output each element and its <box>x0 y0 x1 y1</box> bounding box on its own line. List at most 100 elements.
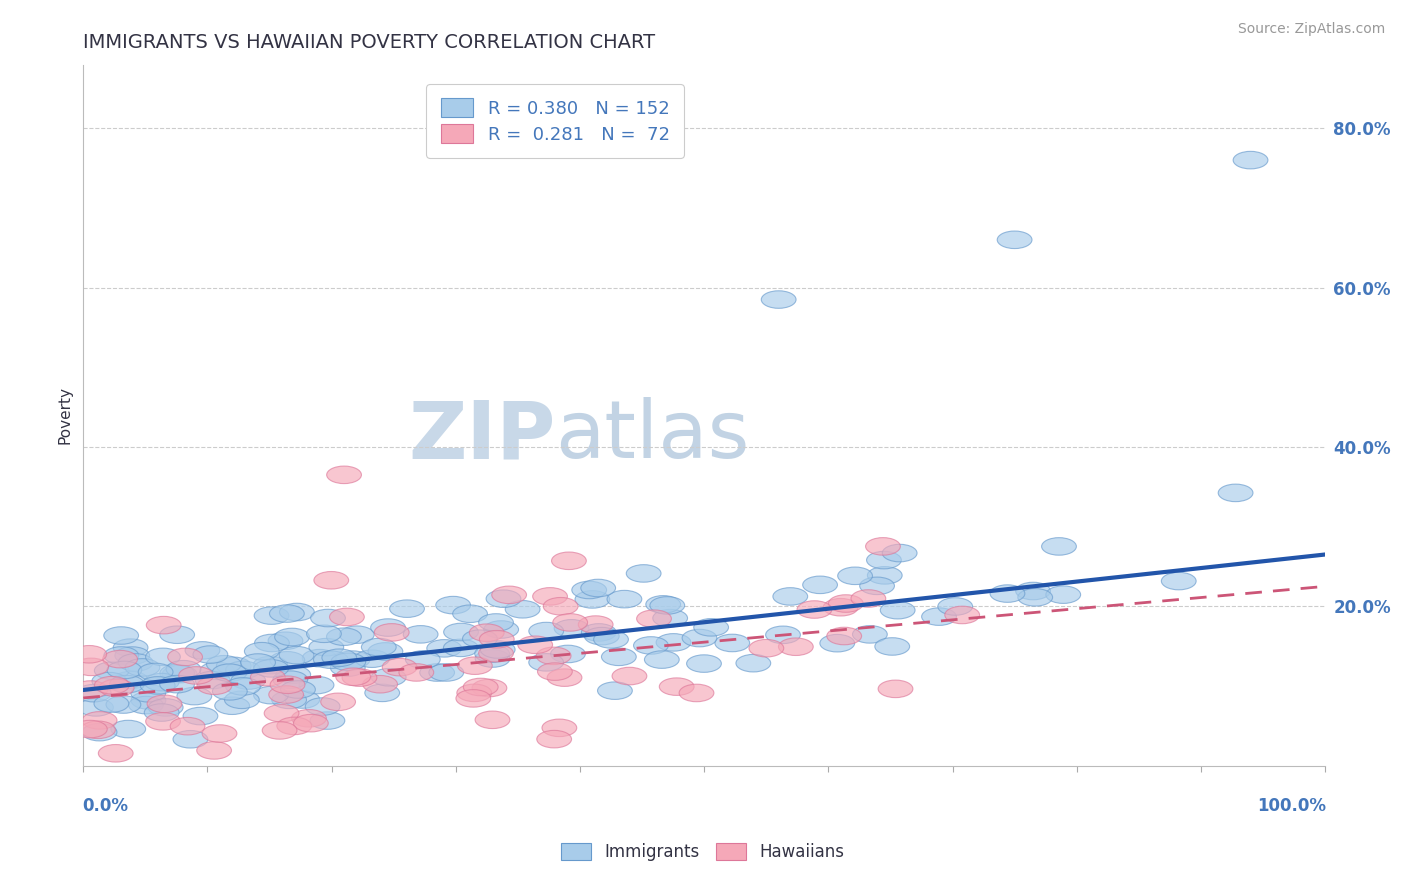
Text: ZIP: ZIP <box>408 397 555 475</box>
Ellipse shape <box>307 625 342 642</box>
Ellipse shape <box>145 673 179 691</box>
Ellipse shape <box>547 669 582 687</box>
Text: IMMIGRANTS VS HAWAIIAN POVERTY CORRELATION CHART: IMMIGRANTS VS HAWAIIAN POVERTY CORRELATI… <box>83 33 655 52</box>
Ellipse shape <box>146 713 180 731</box>
Ellipse shape <box>541 719 576 737</box>
Ellipse shape <box>749 640 783 657</box>
Ellipse shape <box>111 720 146 738</box>
Ellipse shape <box>761 291 796 309</box>
Ellipse shape <box>179 666 214 684</box>
Ellipse shape <box>82 712 117 729</box>
Ellipse shape <box>686 655 721 673</box>
Ellipse shape <box>572 582 606 599</box>
Ellipse shape <box>280 647 314 664</box>
Ellipse shape <box>645 596 681 613</box>
Ellipse shape <box>212 664 247 681</box>
Ellipse shape <box>193 646 228 664</box>
Ellipse shape <box>529 623 564 640</box>
Ellipse shape <box>207 656 242 673</box>
Ellipse shape <box>285 690 319 708</box>
Ellipse shape <box>803 576 838 593</box>
Ellipse shape <box>146 648 180 665</box>
Ellipse shape <box>110 675 145 693</box>
Ellipse shape <box>107 661 142 679</box>
Ellipse shape <box>879 680 912 698</box>
Ellipse shape <box>364 684 399 702</box>
Ellipse shape <box>475 711 510 729</box>
Ellipse shape <box>779 638 813 656</box>
Ellipse shape <box>326 628 361 646</box>
Ellipse shape <box>551 645 585 663</box>
Ellipse shape <box>990 585 1025 602</box>
Ellipse shape <box>880 601 915 619</box>
Ellipse shape <box>141 677 176 694</box>
Ellipse shape <box>160 665 194 682</box>
Ellipse shape <box>470 624 505 641</box>
Ellipse shape <box>481 640 515 658</box>
Ellipse shape <box>363 675 398 693</box>
Ellipse shape <box>160 675 194 693</box>
Ellipse shape <box>1018 589 1053 606</box>
Ellipse shape <box>1161 573 1197 590</box>
Ellipse shape <box>582 624 616 641</box>
Ellipse shape <box>650 597 685 615</box>
Ellipse shape <box>240 654 276 672</box>
Ellipse shape <box>82 723 117 741</box>
Ellipse shape <box>875 638 910 656</box>
Ellipse shape <box>382 658 418 676</box>
Ellipse shape <box>302 649 337 667</box>
Ellipse shape <box>444 624 478 640</box>
Text: atlas: atlas <box>555 397 749 475</box>
Ellipse shape <box>361 639 396 656</box>
Ellipse shape <box>80 721 115 739</box>
Ellipse shape <box>866 551 901 569</box>
Ellipse shape <box>264 705 299 722</box>
Ellipse shape <box>79 698 114 716</box>
Ellipse shape <box>73 658 108 675</box>
Ellipse shape <box>389 600 425 617</box>
Ellipse shape <box>436 597 471 614</box>
Ellipse shape <box>679 684 714 702</box>
Ellipse shape <box>938 598 973 615</box>
Ellipse shape <box>322 649 357 666</box>
Ellipse shape <box>533 588 568 605</box>
Ellipse shape <box>73 681 108 698</box>
Ellipse shape <box>585 627 619 645</box>
Ellipse shape <box>682 629 717 647</box>
Ellipse shape <box>330 653 366 671</box>
Ellipse shape <box>420 664 454 681</box>
Ellipse shape <box>657 633 690 651</box>
Ellipse shape <box>537 663 572 681</box>
Ellipse shape <box>634 637 668 654</box>
Ellipse shape <box>399 664 433 681</box>
Ellipse shape <box>173 731 208 748</box>
Ellipse shape <box>197 677 232 695</box>
Ellipse shape <box>76 684 111 702</box>
Ellipse shape <box>125 658 160 676</box>
Ellipse shape <box>405 650 440 668</box>
Ellipse shape <box>202 725 236 742</box>
Ellipse shape <box>253 657 288 673</box>
Text: 100.0%: 100.0% <box>1257 797 1326 815</box>
Ellipse shape <box>309 639 343 656</box>
Ellipse shape <box>922 607 956 625</box>
Ellipse shape <box>602 648 637 665</box>
Ellipse shape <box>104 647 139 665</box>
Ellipse shape <box>551 552 586 570</box>
Ellipse shape <box>131 691 166 709</box>
Ellipse shape <box>478 614 513 632</box>
Ellipse shape <box>305 698 340 715</box>
Ellipse shape <box>118 654 153 671</box>
Ellipse shape <box>852 625 887 643</box>
Text: 0.0%: 0.0% <box>82 797 128 815</box>
Ellipse shape <box>270 605 304 623</box>
Ellipse shape <box>824 599 858 616</box>
Ellipse shape <box>529 654 564 671</box>
Ellipse shape <box>91 673 127 690</box>
Ellipse shape <box>336 668 371 686</box>
Ellipse shape <box>505 600 540 618</box>
Ellipse shape <box>225 691 259 708</box>
Ellipse shape <box>145 704 179 722</box>
Ellipse shape <box>342 669 377 687</box>
Ellipse shape <box>543 598 578 615</box>
